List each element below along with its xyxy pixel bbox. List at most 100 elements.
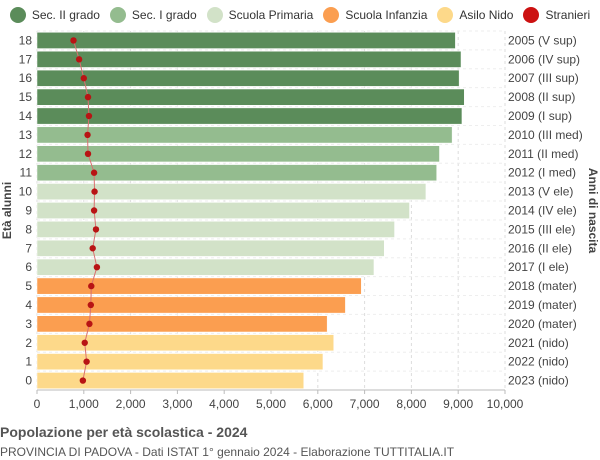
legend-swatch [206,7,223,23]
y-tick-label-birth-year: 2013 (V ele) [508,185,573,199]
stranieri-point-age-14 [85,112,93,120]
bar-age-12 [36,145,440,163]
bar-age-2 [36,334,334,352]
y-tick-label-birth-year: 2005 (V sup) [508,33,577,47]
y-axis-title-left: Età alunni [0,182,14,239]
stranieri-point-age-6 [93,263,101,271]
legend-swatch [9,7,26,23]
legend-swatch [523,7,540,23]
y-tick-label-age: 2 [25,336,32,350]
y-tick-label-birth-year: 2014 (IV ele) [508,204,577,218]
y-tick-label-age: 8 [25,222,32,236]
stranieri-point-age-10 [91,188,98,195]
y-tick-label-birth-year: 2021 (nido) [508,336,569,350]
y-tick-label-age: 16 [19,71,33,85]
y-tick-label-age: 15 [19,90,33,104]
legend-swatch [437,7,454,23]
y-tick-label-birth-year: 2020 (mater) [508,317,577,331]
population-chart: 18 2005 (V sup) 17 2006 (IV sup) 16 2007 (III… [0,30,600,411]
x-tick-label: 9,000 [443,397,473,411]
y-tick-label-age: 9 [25,204,32,218]
y-tick-label-age: 10 [19,185,33,199]
x-tick-label: 4,000 [209,397,239,411]
legend-label: Sec. I grado [131,8,197,22]
bar-age-9 [36,202,410,219]
stranieri-point-age-3 [86,320,93,328]
legend-item: Stranieri [523,7,590,23]
bar-age-0 [36,372,305,389]
stranieri-point-age-18 [70,37,77,44]
bar-age-6 [36,258,375,276]
stranieri-point-age-2 [81,339,88,346]
chart-subtitle: PROVINCIA DI PADOVA - Dati ISTAT 1° genn… [0,445,455,459]
y-axis-title-right: Anni di nascita [586,168,600,254]
chart-title: Popolazione per età scolastica - 2024 [0,424,248,440]
stranieri-point-age-16 [80,75,88,82]
bar-age-18 [36,32,456,49]
x-tick-label: 7,000 [350,397,380,411]
x-tick-label: 1,000 [69,397,99,411]
stranieri-point-age-1 [83,358,90,365]
bar-age-7 [36,239,385,257]
y-tick-label-age: 3 [25,317,32,331]
stranieri-point-age-4 [87,301,95,309]
y-tick-label-birth-year: 2011 (II med) [508,147,578,161]
legend-label: Sec. II grado [31,8,100,22]
legend-label: Scuola Infanzia [345,8,428,22]
bar-age-1 [36,353,324,371]
legend-item: Sec. II grado [9,7,100,23]
x-tick-label: 5,000 [256,397,286,411]
stranieri-point-age-11 [90,169,98,176]
x-tick-label: 3,000 [162,397,192,411]
bar-age-5 [36,277,362,295]
y-tick-label-birth-year: 2023 (nido) [508,374,569,388]
y-tick-label-age: 6 [25,260,32,274]
bar-age-10 [36,183,427,200]
y-tick-label-birth-year: 2018 (mater) [508,279,577,293]
stranieri-point-age-17 [75,56,83,63]
y-tick-label-age: 0 [25,374,32,388]
y-tick-label-age: 18 [19,33,33,47]
bar-age-16 [36,69,460,87]
legend-swatch [323,7,340,23]
legend-label: Asilo Nido [459,8,514,22]
bar-age-11 [36,164,437,182]
y-tick-label-age: 4 [25,298,32,312]
y-tick-label-age: 17 [19,52,33,66]
legend-label: Scuola Primaria [228,8,314,22]
bar-age-4 [36,296,346,314]
legend-item: Sec. I grado [109,7,197,23]
bar-age-15 [36,88,465,106]
y-tick-label-birth-year: 2022 (nido) [508,355,569,369]
y-tick-label-birth-year: 2010 (III med) [508,128,583,142]
bar-age-8 [36,221,395,238]
y-tick-label-birth-year: 2019 (mater) [508,298,577,312]
stranieri-point-age-9 [90,207,98,214]
y-tick-label-birth-year: 2017 (I ele) [508,260,569,274]
bar-age-13 [36,126,453,144]
x-tick-label: 10,000 [487,397,524,411]
y-tick-label-age: 13 [19,128,33,142]
stranieri-point-age-8 [92,226,100,233]
y-tick-label-birth-year: 2008 (II sup) [508,90,575,104]
stranieri-point-age-13 [84,131,91,139]
y-tick-label-birth-year: 2015 (III ele) [508,222,575,236]
y-tick-label-birth-year: 2012 (I med) [508,166,576,180]
bar-age-3 [36,315,328,333]
legend-swatch [109,7,126,23]
legend-item: Scuola Infanzia [323,7,427,23]
y-tick-label-age: 7 [25,241,32,255]
x-tick-label: 8,000 [396,397,426,411]
stranieri-point-age-12 [84,150,92,158]
y-tick-label-age: 14 [19,109,33,123]
bar-age-14 [36,107,463,125]
x-tick-label: 2,000 [116,397,146,411]
legend-item: Scuola Primaria [206,7,314,23]
bar-age-17 [36,50,462,68]
stranieri-point-age-5 [88,282,95,290]
stranieri-point-age-7 [89,245,96,252]
y-tick-label-birth-year: 2006 (IV sup) [508,52,580,66]
y-tick-label-birth-year: 2009 (I sup) [508,109,572,123]
y-tick-label-birth-year: 2007 (III sup) [508,71,579,85]
x-tick-label: 0 [34,397,41,411]
